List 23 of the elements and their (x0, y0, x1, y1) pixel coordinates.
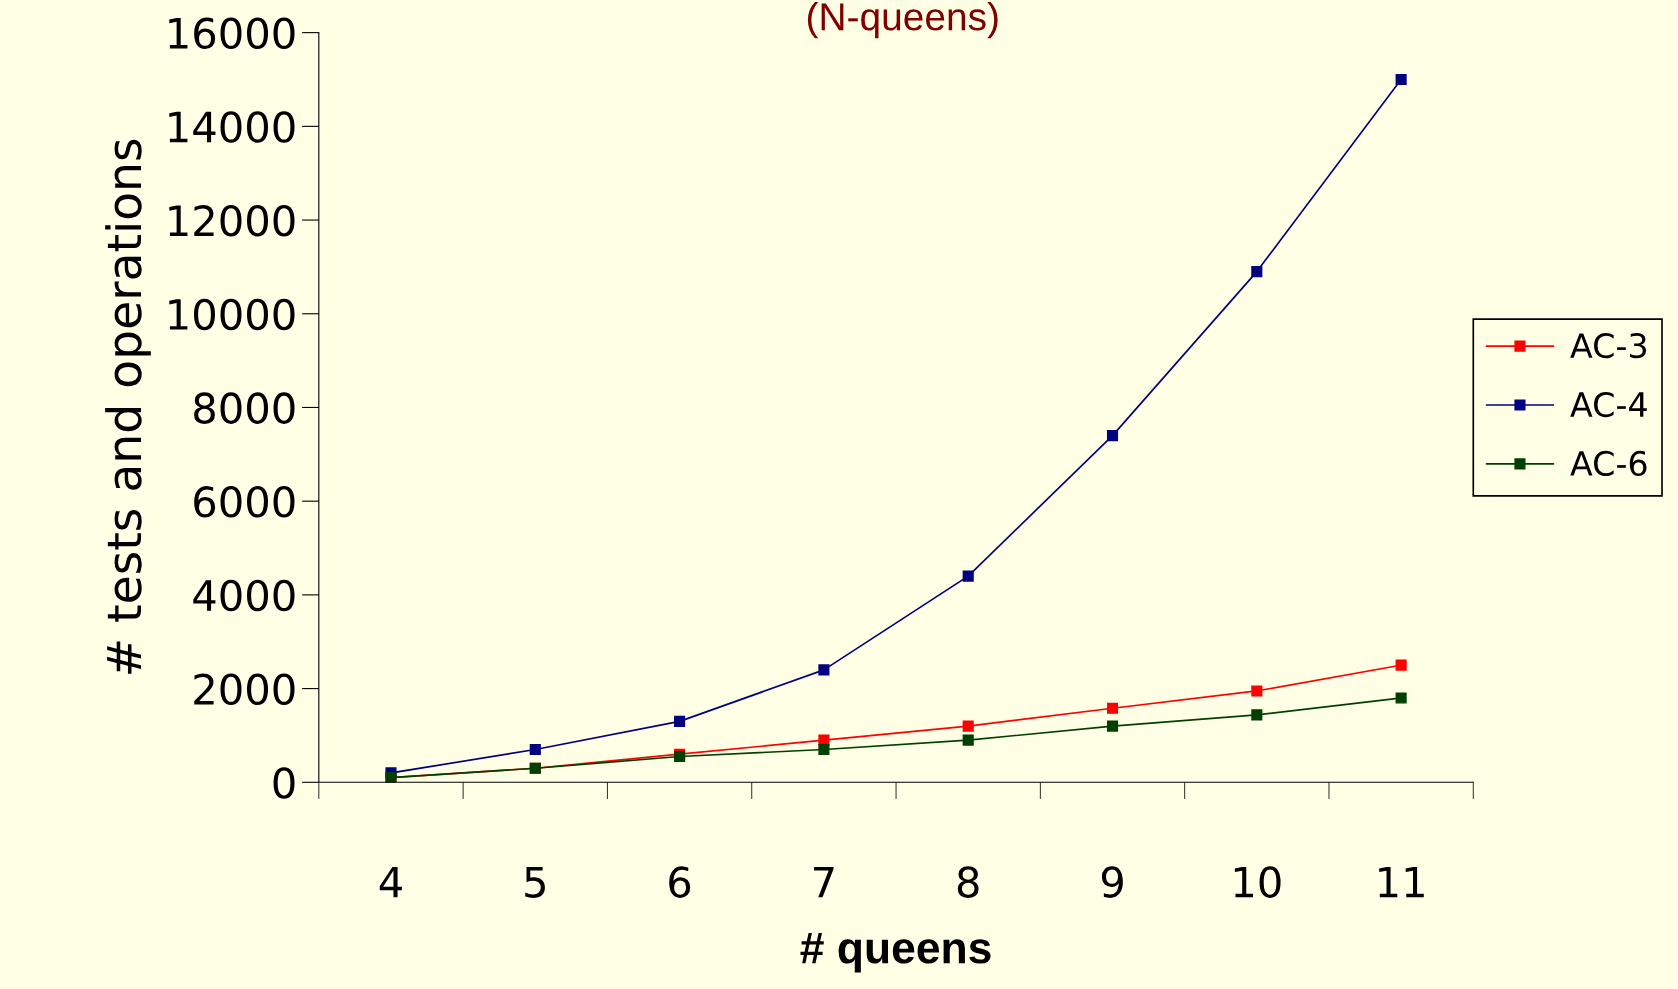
legend-label: AC-6 (1570, 450, 1647, 477)
y-tick-label: 0 (273, 767, 295, 799)
y-tick-label: 4000 (193, 579, 295, 612)
legend-label: AC-3 (1570, 333, 1647, 359)
y-tick-label: 2000 (194, 673, 295, 706)
legend-label: AC-4 (1570, 391, 1647, 418)
x-tick-label: 11 (1379, 866, 1424, 898)
x-tick-label: 10 (1234, 866, 1281, 898)
x-tick-label: 5 (525, 866, 545, 898)
y-tick-label: 6000 (194, 486, 295, 518)
y-axis-title: # tests and operations (105, 139, 151, 674)
y-tick-label: 10000 (169, 298, 295, 331)
x-axis-title: # queens (800, 932, 991, 973)
x-tick-label: 8 (957, 866, 979, 898)
x-tick-label: 6 (669, 866, 691, 898)
y-tick-label: 14000 (169, 111, 295, 143)
x-tick-label: 4 (379, 866, 402, 898)
chart-title: (N-queens) (807, 1, 998, 39)
y-tick-label: 12000 (169, 204, 295, 237)
y-tick-label: 8000 (194, 392, 295, 424)
x-tick-label: 7 (814, 866, 834, 898)
x-tick-label: 9 (1101, 866, 1123, 898)
y-tick-label: 16000 (169, 17, 295, 50)
